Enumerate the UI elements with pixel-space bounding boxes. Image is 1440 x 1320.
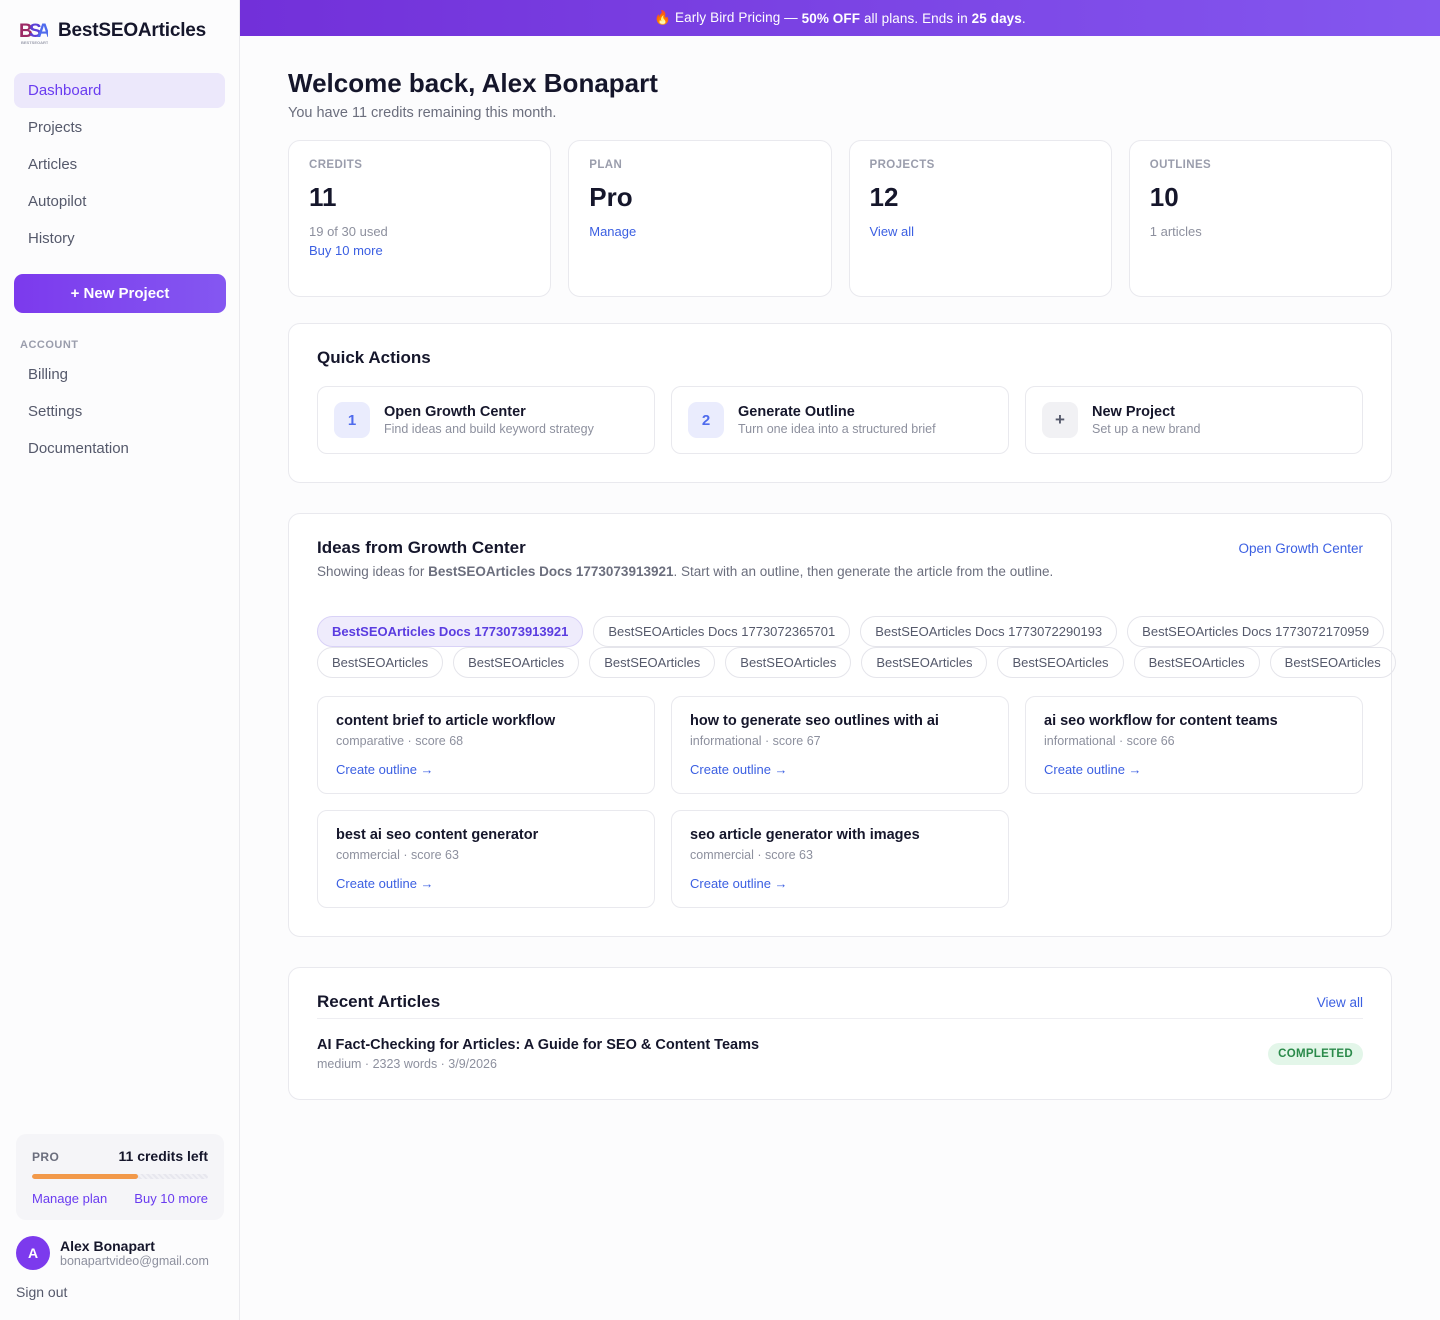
svg-text:A: A [37, 21, 48, 42]
svg-text:BESTSEOARTICLES: BESTSEOARTICLES [21, 40, 48, 45]
